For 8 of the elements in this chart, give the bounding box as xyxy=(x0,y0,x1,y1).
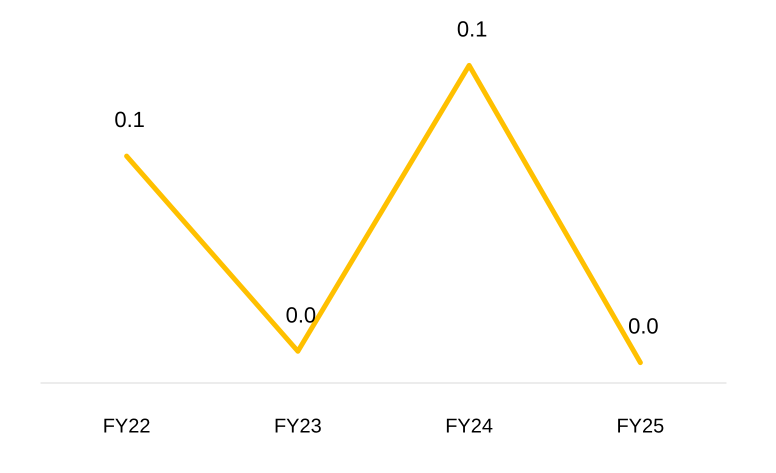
x-tick-label: FY22 xyxy=(102,416,151,438)
x-tick-label: FY24 xyxy=(445,416,494,438)
data-label: 0.0 xyxy=(286,302,316,328)
data-label: 0.0 xyxy=(628,314,659,339)
data-label: 0.1 xyxy=(114,107,145,132)
x-tick-label: FY25 xyxy=(616,416,664,438)
x-tick-label: FY23 xyxy=(274,416,322,438)
data-label: 0.1 xyxy=(456,16,488,42)
